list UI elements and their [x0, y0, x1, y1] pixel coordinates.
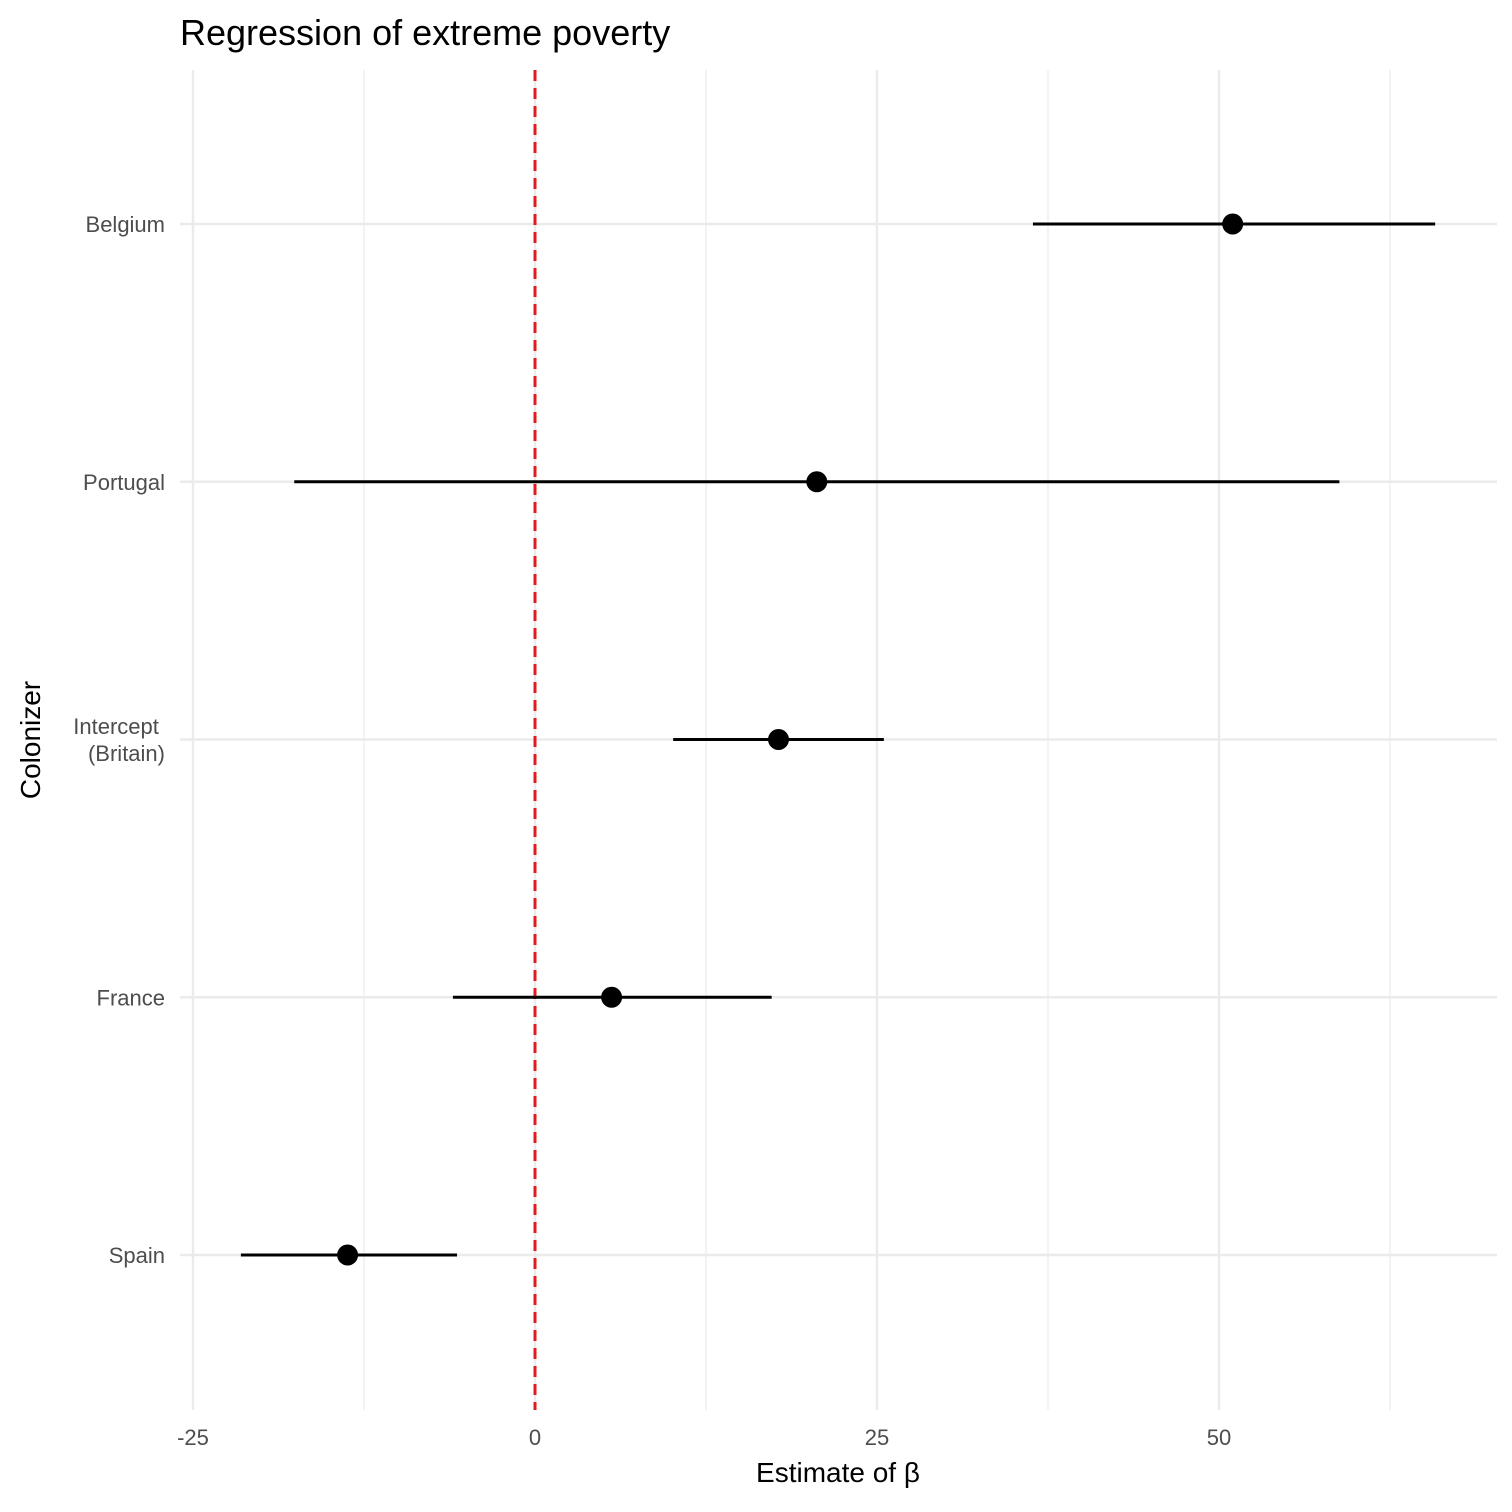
y-tick-label: Portugal [83, 470, 165, 495]
y-tick-label-line: Belgium [86, 212, 165, 237]
x-tick-label: 25 [865, 1425, 889, 1450]
x-tick-label: 0 [529, 1425, 541, 1450]
y-tick-label-line: (Britain) [88, 741, 165, 766]
estimate-point [768, 729, 790, 750]
x-tick-labels: -25 0 25 50 [177, 1425, 1231, 1450]
x-tick-label: 50 [1207, 1425, 1231, 1450]
y-axis-title: Colonizer [15, 681, 46, 799]
y-tick-label: Belgium [86, 212, 165, 237]
x-axis-title: Estimate of β [756, 1457, 920, 1488]
y-tick-label: France [97, 985, 165, 1010]
estimate-point [337, 1244, 359, 1266]
chart-title: Regression of extreme poverty [180, 12, 671, 53]
estimate-point [806, 471, 828, 493]
y-tick-label: Intercept (Britain) [73, 714, 165, 766]
estimate-point [1222, 213, 1244, 235]
y-tick-label: Spain [109, 1243, 165, 1268]
y-tick-labels: Spain France Intercept (Britain) Portugal Be… [73, 212, 165, 1268]
estimate-marks [240, 213, 1436, 1266]
estimate-point [601, 986, 623, 1008]
y-tick-label-line: France [97, 985, 165, 1010]
x-tick-label: -25 [177, 1425, 209, 1450]
y-tick-label-line: Intercept [73, 714, 165, 739]
y-tick-label-line: Portugal [83, 470, 165, 495]
y-tick-label-line: Spain [109, 1243, 165, 1268]
